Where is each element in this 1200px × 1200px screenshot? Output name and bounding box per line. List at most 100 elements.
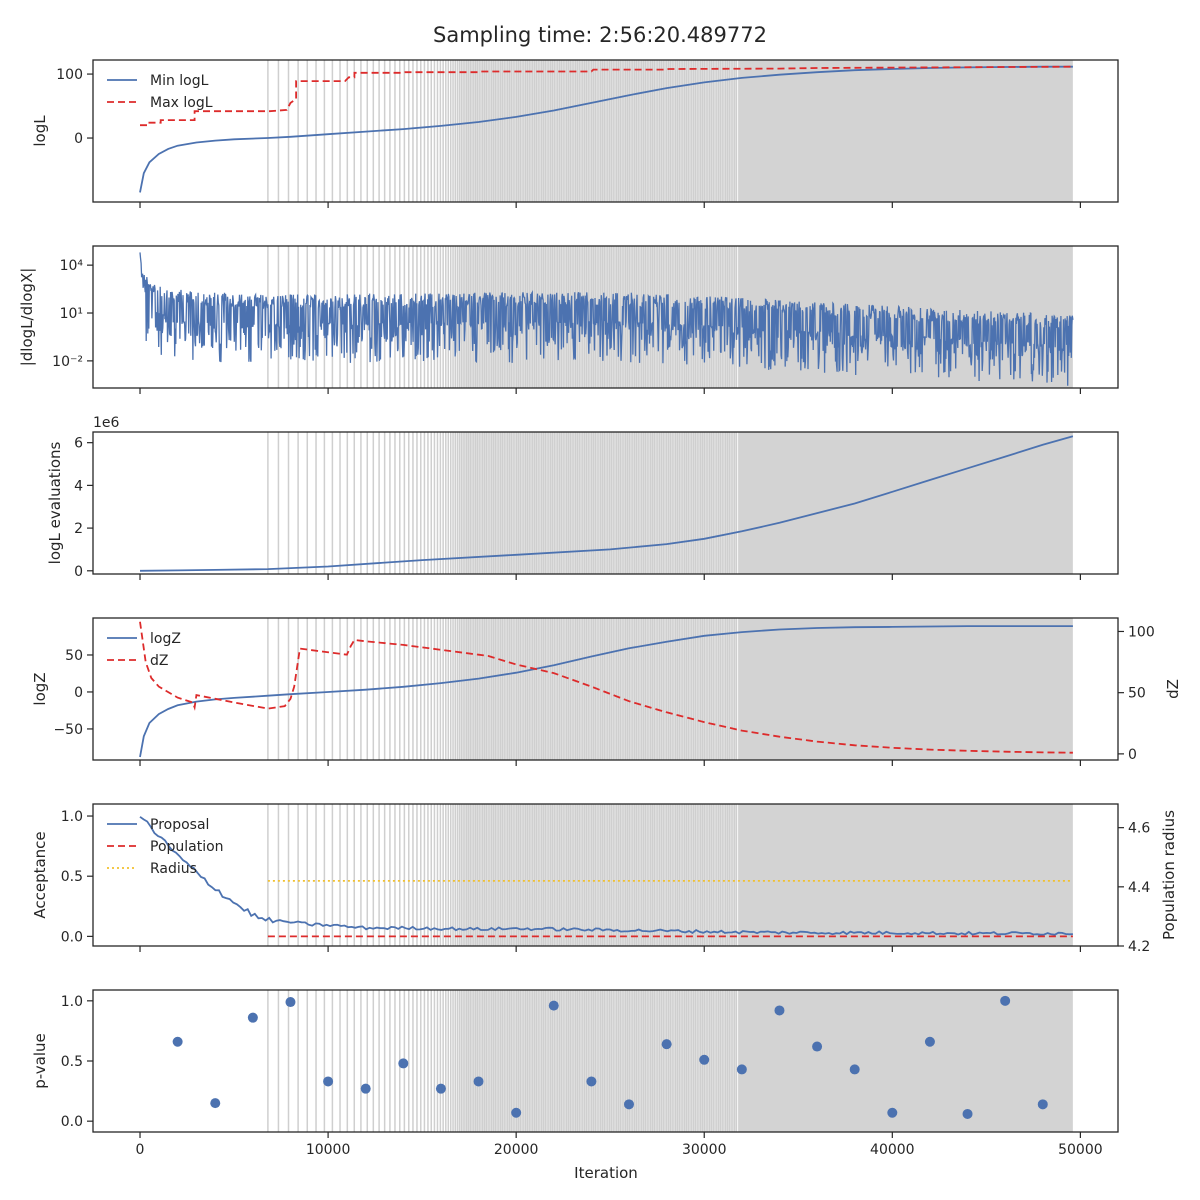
data-point (323, 1076, 334, 1087)
y-axis-label: p-value (31, 1033, 49, 1089)
legend-label: logZ (150, 631, 181, 647)
background-shading (267, 432, 1073, 574)
x-axis-label: Iteration (574, 1164, 638, 1182)
data-point (285, 997, 296, 1008)
data-point (511, 1107, 522, 1118)
data-point (586, 1076, 597, 1087)
x-tick-label: 0 (136, 1142, 145, 1158)
series-line-min-logl (139, 65, 1073, 193)
y-tick-label: 1.0 (61, 994, 83, 1010)
data-point (210, 1098, 221, 1109)
series-line-proposal (139, 816, 1073, 936)
series-line-logz (139, 625, 1073, 758)
y-tick-label: 6 (74, 436, 83, 452)
data-point (247, 1012, 258, 1023)
legend-label: Proposal (150, 817, 209, 833)
y-tick-label: −50 (53, 722, 83, 738)
figure-title: Sampling time: 2:56:20.489772 (433, 23, 767, 47)
series-group (139, 252, 1074, 386)
panel-pval: 0 10000 20000 30000 40000 50000 0.0 0.5 1.0 p-val… (31, 989, 1119, 1158)
y-tick-label: 10¹ (60, 306, 83, 322)
series-line-dlogl (139, 252, 1074, 386)
panel-evals: 0 2 4 6 logL evaluations 1e6 (46, 415, 1119, 580)
background-shading (267, 990, 1073, 1132)
y-axis-label: logZ (31, 672, 49, 705)
data-point (736, 1064, 747, 1075)
series-group (139, 816, 1073, 938)
dense-sample-region (738, 60, 1073, 202)
y-tick-label-right: 0 (1128, 747, 1137, 763)
data-point (360, 1083, 371, 1094)
panel-logl: 0 100 logL Min logL Max logL (31, 59, 1119, 208)
series-group (172, 995, 1048, 1119)
y-tick-label: 2 (74, 521, 83, 537)
y-axis-label: |dlogL/dlogX| (18, 268, 36, 367)
panel-dlogl: 10⁻² 10¹ 10⁴ |dlogL/dlogX| (18, 245, 1119, 394)
y-axis-label: Acceptance (31, 831, 49, 918)
dense-sample-region (738, 432, 1073, 574)
y-tick-label-right: 4.2 (1128, 939, 1150, 955)
y-tick-label: 50 (65, 648, 83, 664)
legend-label: Population (150, 839, 224, 855)
axes-frame (92, 245, 1119, 389)
y-axis-label: logL (31, 115, 49, 147)
y-tick-label: 0 (74, 131, 83, 147)
axes-frame (92, 431, 1119, 575)
series-line-evals (139, 435, 1074, 572)
y-tick-label-right: 50 (1128, 686, 1146, 702)
background-shading (267, 60, 1073, 202)
y-tick-label: 10⁻² (52, 354, 83, 370)
x-tick-label: 50000 (1058, 1142, 1103, 1158)
data-point (435, 1083, 446, 1094)
x-tick-label: 40000 (870, 1142, 915, 1158)
y-tick-label: 0.0 (61, 929, 83, 945)
data-point (624, 1099, 635, 1110)
data-point (1000, 995, 1011, 1006)
dense-sample-region (738, 804, 1073, 946)
y-tick-label: 0 (74, 564, 83, 580)
dense-sample-region (738, 990, 1073, 1132)
axes-frame (92, 803, 1119, 947)
y-tick-label: 0.5 (61, 869, 83, 885)
background-shading (267, 618, 1073, 760)
y-tick-label-right: 4.6 (1128, 821, 1150, 837)
y-axis-label: logL evaluations (46, 441, 64, 564)
axes-frame (92, 59, 1119, 203)
series-line-max-logl (140, 65, 1073, 127)
data-point (172, 1036, 183, 1047)
series-group (139, 435, 1074, 572)
legend-label: Radius (150, 861, 197, 877)
y-tick-label: 4 (74, 478, 83, 494)
axis-offset-label: 1e6 (93, 415, 120, 431)
y-tick-label: 100 (56, 67, 83, 83)
data-point (812, 1041, 823, 1052)
legend-label: dZ (150, 653, 168, 669)
data-point (962, 1108, 973, 1119)
data-point (473, 1076, 484, 1087)
legend-label: Min logL (150, 73, 209, 89)
data-point (924, 1036, 935, 1047)
panel-logz: −50 0 50 0 50 100 logZ dZ logZ dZ (31, 617, 1182, 766)
series-line-dz (139, 621, 1073, 754)
x-tick-label: 20000 (494, 1142, 539, 1158)
x-tick-label: 30000 (682, 1142, 727, 1158)
data-point (849, 1064, 860, 1075)
y-axis-label-right: Population radius (1160, 810, 1178, 940)
data-point (1037, 1099, 1048, 1110)
y-tick-label-right: 100 (1128, 624, 1155, 640)
y-axis-label-right: dZ (1164, 679, 1182, 699)
background-shading (267, 246, 1073, 388)
data-point (548, 1000, 559, 1011)
y-tick-label: 0.5 (61, 1054, 83, 1070)
axes-frame (92, 617, 1119, 761)
background-shading (267, 804, 1073, 946)
panel-accept: 0.0 0.5 1.0 4.2 4.4 4.6 Acceptance Population r… (31, 803, 1178, 955)
dense-sample-region (738, 618, 1073, 760)
data-point (699, 1054, 710, 1065)
series-group (139, 65, 1073, 193)
data-point (774, 1005, 785, 1016)
y-tick-label-right: 4.4 (1128, 880, 1150, 896)
data-point (661, 1039, 672, 1050)
y-tick-label: 0.0 (61, 1114, 83, 1130)
